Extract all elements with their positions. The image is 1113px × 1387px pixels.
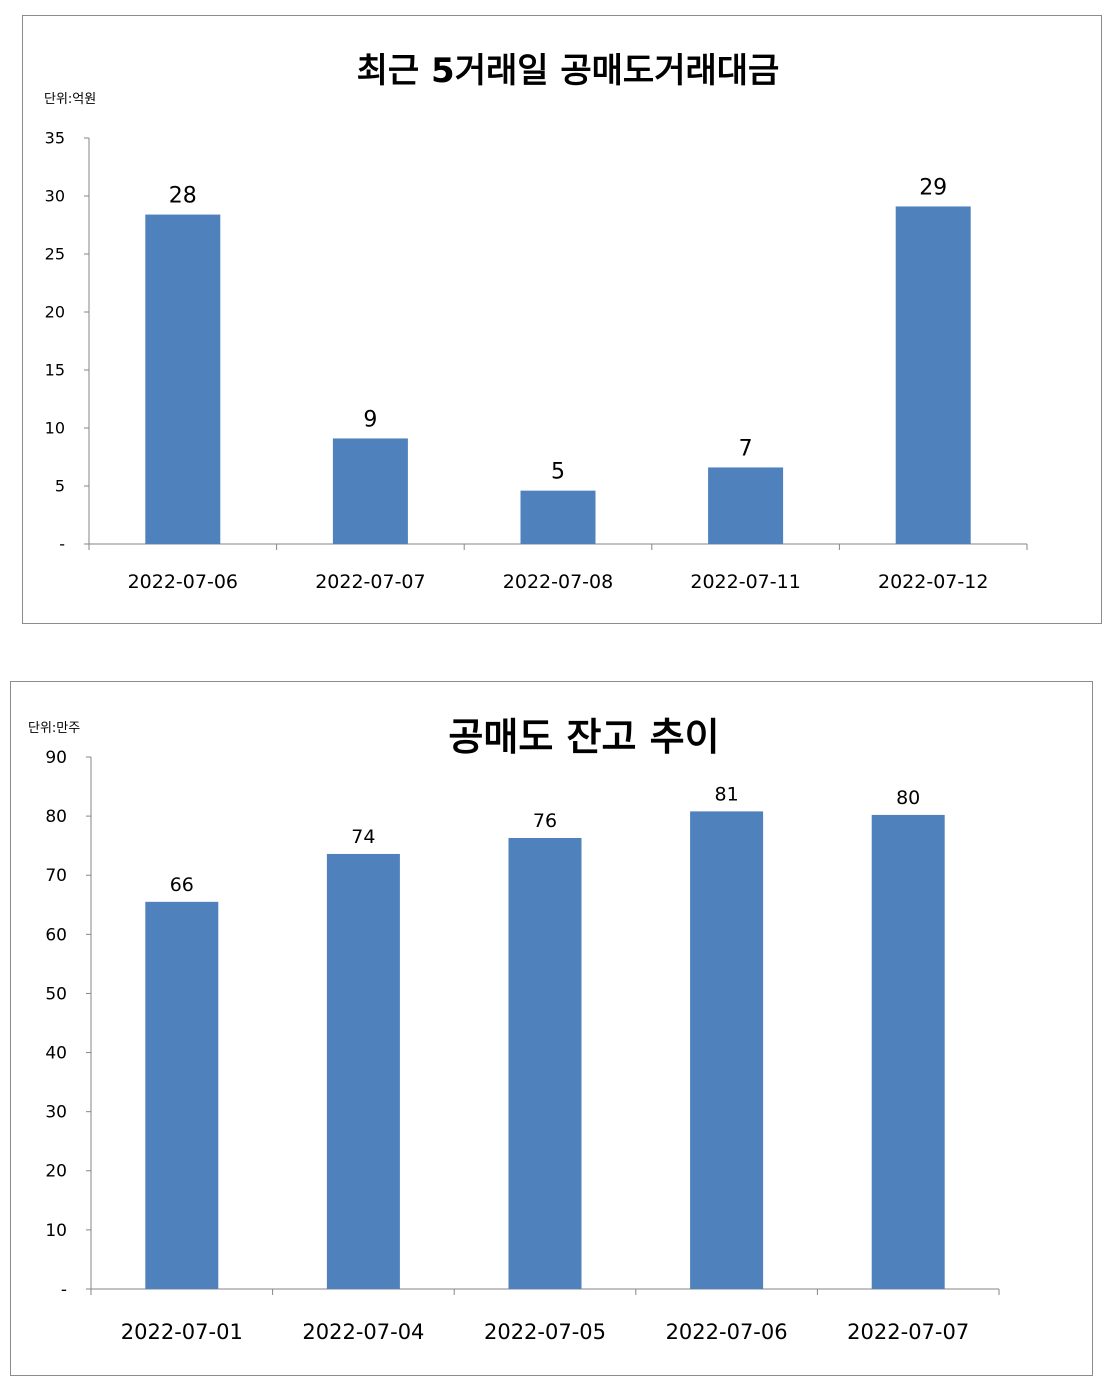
y-tick-label: 80 (45, 807, 67, 827)
data-label: 29 (919, 175, 947, 200)
y-tick-label: 70 (45, 866, 67, 886)
bar (508, 837, 582, 1289)
chart-panel-trading-value: 최근 5거래일 공매도거래대금 단위:억원 - 5 10 15 20 25 30 35 28 20… (22, 15, 1102, 624)
x-category-label: 2022-07-07 (315, 571, 425, 593)
y-tick-label: 40 (45, 1044, 67, 1064)
y-tick-label: 50 (45, 984, 67, 1004)
bar (332, 438, 408, 544)
y-tick-label: 20 (45, 1162, 67, 1182)
y-tick-label: 20 (45, 303, 65, 322)
y-tick-label: 15 (45, 361, 65, 380)
bar (520, 490, 596, 544)
y-tick-label: 30 (45, 187, 65, 206)
bar (871, 814, 945, 1289)
y-tick-label: 30 (45, 1103, 67, 1123)
plot-area: - 5 10 15 20 25 30 35 28 2022-07-06 9 2022-07-07 5 20… (45, 129, 1028, 593)
data-label: 28 (169, 184, 197, 209)
y-tick-label: 10 (45, 1221, 67, 1241)
y-tick-label: - (59, 535, 65, 554)
data-label: 7 (739, 436, 753, 461)
y-tick-label: 35 (45, 129, 65, 148)
x-category-label: 2022-07-05 (484, 1320, 606, 1344)
y-tick-label: 10 (45, 419, 65, 438)
data-label: 81 (715, 783, 739, 805)
x-category-label: 2022-07-11 (690, 571, 800, 593)
data-label: 76 (533, 810, 557, 832)
bar (145, 901, 219, 1289)
x-category-label: 2022-07-06 (128, 571, 238, 593)
y-tick-label: 90 (45, 748, 67, 768)
chart-panel-short-balance: 공매도 잔고 추이 단위:만주 - 10 20 30 40 50 60 70 80 90 66 202… (10, 681, 1093, 1376)
y-tick-label: 60 (45, 925, 67, 945)
x-category-label: 2022-07-01 (121, 1320, 243, 1344)
unit-label: 단위:억원 (44, 92, 96, 107)
bar (895, 206, 971, 544)
x-category-label: 2022-07-08 (503, 571, 613, 593)
chart-title: 최근 5거래일 공매도거래대금 (357, 51, 780, 91)
x-category-label: 2022-07-04 (302, 1320, 424, 1344)
chart-title: 공매도 잔고 추이 (448, 715, 719, 759)
plot-area: - 10 20 30 40 50 60 70 80 90 66 2022-07-01 74 2022-07… (45, 748, 1000, 1344)
bar (708, 467, 784, 544)
chart-trading-value: 최근 5거래일 공매도거래대금 단위:억원 - 5 10 15 20 25 30 35 28 20… (44, 51, 1028, 593)
data-label: 9 (363, 407, 377, 432)
data-label: 74 (351, 826, 375, 848)
bar (690, 811, 764, 1289)
y-tick-label: 5 (55, 477, 65, 496)
unit-label: 단위:만주 (28, 721, 80, 736)
y-tick-label: - (61, 1280, 67, 1300)
x-category-label: 2022-07-06 (666, 1320, 788, 1344)
y-tick-label: 25 (45, 245, 65, 264)
bar (326, 853, 400, 1289)
bar (145, 214, 221, 544)
chart-short-balance: 공매도 잔고 추이 단위:만주 - 10 20 30 40 50 60 70 80 90 66 202… (28, 715, 1000, 1344)
data-label: 66 (170, 874, 194, 896)
x-category-label: 2022-07-12 (878, 571, 988, 593)
data-label: 80 (896, 787, 920, 809)
x-category-label: 2022-07-07 (847, 1320, 969, 1344)
data-label: 5 (551, 460, 565, 485)
